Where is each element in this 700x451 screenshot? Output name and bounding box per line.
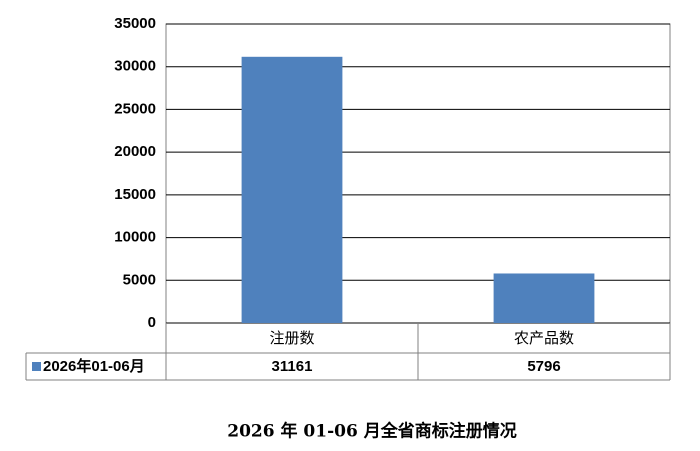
y-tick-label: 25000 <box>114 100 156 117</box>
y-tick-label: 0 <box>148 314 156 331</box>
legend-swatch <box>32 362 41 371</box>
bar <box>493 273 595 323</box>
y-tick-label: 35000 <box>114 15 156 32</box>
chart-title: 2026 年 01-06 月全省商标注册情况 <box>227 421 516 442</box>
y-tick-label: 5000 <box>123 271 156 288</box>
bar <box>241 56 343 324</box>
table-value: 5796 <box>527 358 560 375</box>
y-tick-label: 20000 <box>114 143 156 160</box>
x-tick-label: 注册数 <box>269 330 314 347</box>
y-tick-label: 30000 <box>114 58 156 75</box>
table-value: 31161 <box>272 358 313 375</box>
y-tick-label: 10000 <box>114 229 156 246</box>
x-tick-label: 农产品数 <box>514 330 574 347</box>
y-tick-label: 15000 <box>114 186 156 203</box>
legend-label: 2026年01-06月 <box>43 357 145 375</box>
